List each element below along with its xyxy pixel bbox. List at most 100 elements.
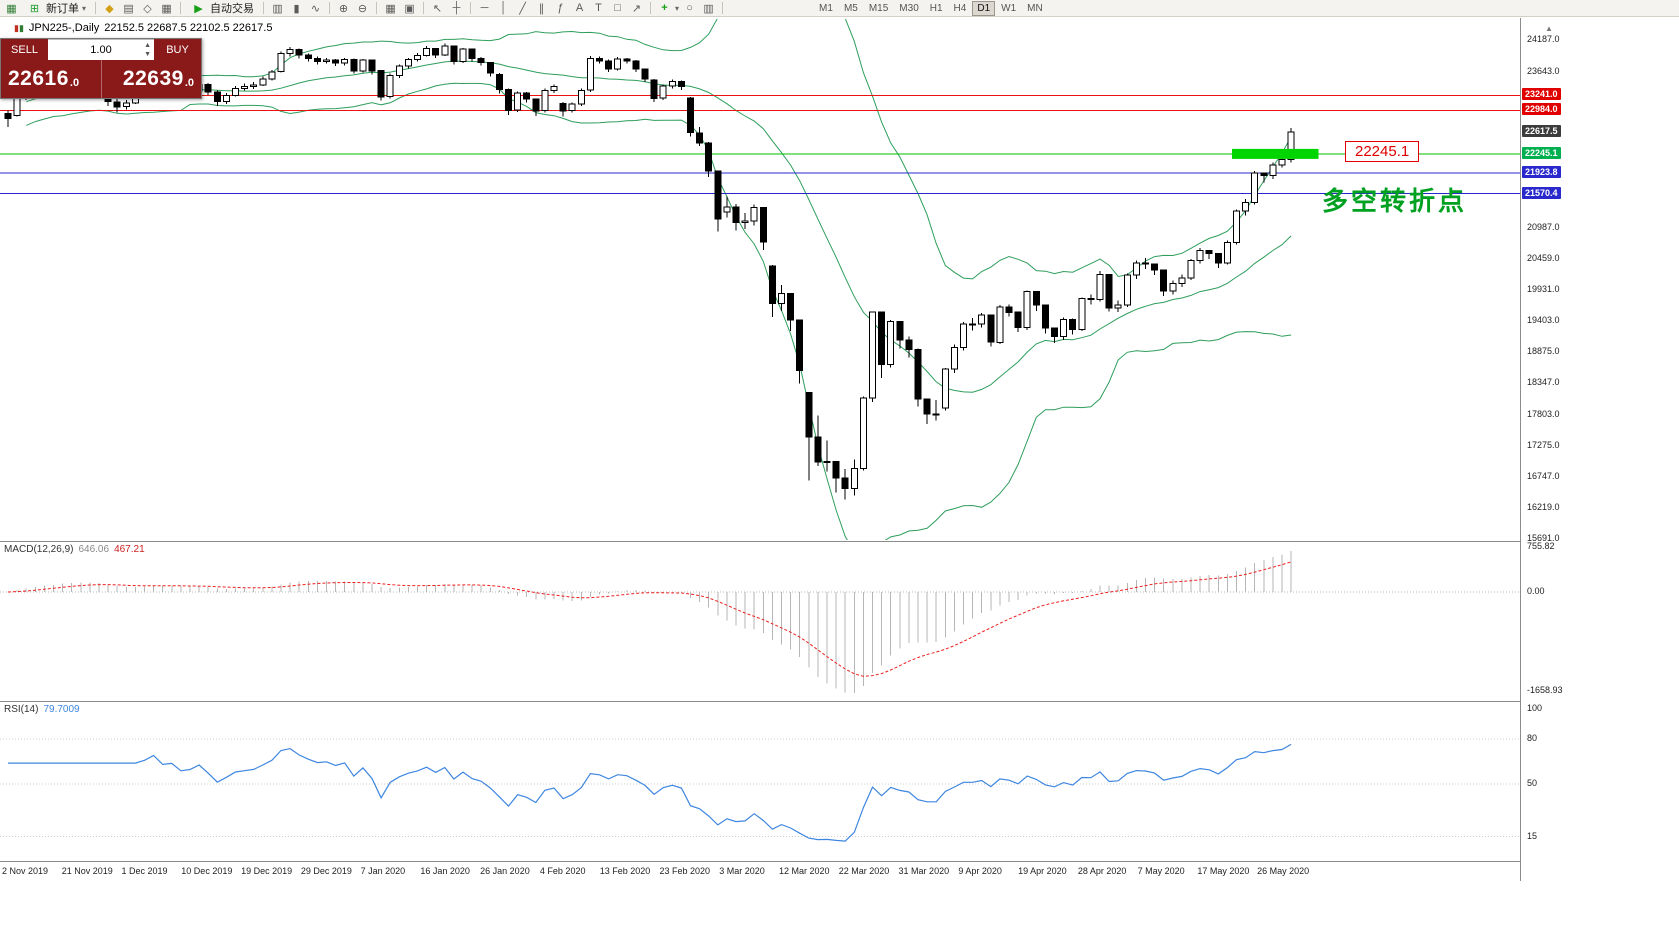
trade-panel-controls: SELL 1.00 ▲ ▼ BUY: [1, 39, 201, 60]
navigator-icon[interactable]: ◇: [143, 2, 152, 15]
main-chart-panel[interactable]: ▮▮ JPN225-,Daily 22152.5 22687.5 22102.5…: [0, 18, 1520, 541]
new-order-button[interactable]: ⊞ 新订单 ▾: [22, 1, 90, 16]
volume-down-icon[interactable]: ▼: [144, 51, 151, 58]
date-axis-label: 21 Nov 2019: [61, 866, 113, 876]
autotrade-label: 自动交易: [210, 3, 255, 15]
date-axis-label: 7 May 2020: [1137, 866, 1185, 876]
scroll-up-icon[interactable]: ▲: [1545, 24, 1553, 33]
date-axis-label: 31 Mar 2020: [898, 866, 950, 876]
price-line-tag: 22984.0: [1522, 103, 1561, 116]
macd-signal-line: [7, 561, 1292, 677]
rsi-name: RSI(14): [4, 704, 39, 715]
one-click-trading-panel: SELL 1.00 ▲ ▼ BUY 22616.0 22639.0: [0, 38, 202, 99]
periods-icon[interactable]: ○: [686, 2, 693, 14]
date-axis-label: 3 Mar 2020: [719, 866, 765, 876]
new-chart-icon[interactable]: ▦: [6, 2, 17, 15]
price-scale-label: 19403.0: [1527, 314, 1560, 325]
auto-arrange-icon[interactable]: ▣: [404, 2, 415, 15]
rsi-scale-label: 50: [1527, 778, 1538, 788]
date-axis-label: 9 Apr 2020: [958, 866, 1002, 876]
tile-windows-icon[interactable]: ▦: [385, 2, 396, 15]
bar-chart-type-icon[interactable]: ▥: [272, 2, 283, 15]
rsi-line: [8, 743, 1292, 842]
date-axis-label: 2 Nov 2019: [2, 866, 49, 876]
price-line-tag: 22245.1: [1522, 146, 1561, 159]
price-line-tag: 21570.4: [1522, 186, 1561, 199]
rsi-scale-label: 15: [1527, 830, 1538, 841]
timeframe-button-w1[interactable]: W1: [1001, 2, 1017, 14]
autotrade-button[interactable]: ▶ 自动交易: [186, 1, 258, 16]
timeframe-button-mn[interactable]: MN: [1027, 2, 1043, 14]
line-chart-type-icon[interactable]: ∿: [310, 2, 321, 15]
new-order-label: 新订单: [46, 3, 79, 15]
macd-canvas[interactable]: [0, 543, 1520, 701]
rsi-scale-label: 100: [1527, 703, 1543, 713]
macd-name: MACD(12,26,9): [4, 544, 74, 555]
time-axis[interactable]: 2 Nov 2019 21 Nov 2019 1 Dec 2019 10 Dec 20…: [0, 861, 1520, 881]
toolbar-separator: [423, 2, 425, 14]
chart-title-symbol: JPN225-,Daily: [28, 22, 100, 34]
rsi-panel[interactable]: RSI(14) 79.7009: [0, 701, 1520, 861]
terminal-icon[interactable]: ▦: [161, 2, 172, 15]
timeframe-button-h1[interactable]: H1: [929, 2, 943, 14]
timeframe-button-h4[interactable]: H4: [953, 2, 967, 14]
channel-tool-icon[interactable]: ∥: [538, 2, 545, 15]
market-watch-icon[interactable]: ◆: [105, 2, 114, 15]
toolbar-separator: [180, 2, 182, 14]
highlight-rectangle: [1232, 148, 1319, 159]
trendline-tool-icon[interactable]: ╱: [519, 2, 526, 15]
autotrade-play-icon: ▶: [194, 2, 203, 15]
candle-chart-type-icon[interactable]: ▮: [293, 2, 300, 15]
text-tool-icon[interactable]: A: [575, 2, 584, 14]
timeframe-group: M1 M5 M15 M30 H1 H4 D1 W1 MN: [814, 0, 1048, 16]
date-axis-label: 4 Feb 2020: [539, 866, 586, 876]
price-scale-label: 20987.0: [1527, 221, 1560, 232]
timeframe-button-m5[interactable]: M5: [843, 2, 858, 14]
date-axis-label: 7 Jan 2020: [360, 866, 406, 876]
trade-panel-prices: 22616.0 22639.0: [1, 60, 201, 98]
date-axis-label: 29 Dec 2019: [300, 866, 352, 876]
volume-up-icon[interactable]: ▲: [144, 42, 151, 49]
toolbar-separator: [650, 2, 652, 14]
toolbar-separator: [470, 2, 472, 14]
templates-icon[interactable]: ▥: [703, 2, 714, 15]
horizontal-line-tool-icon[interactable]: ─: [480, 2, 489, 14]
volume-value[interactable]: 1.00: [90, 44, 112, 56]
label-tool-icon[interactable]: T: [595, 2, 602, 14]
buy-button[interactable]: BUY: [154, 39, 201, 60]
sell-button[interactable]: SELL: [1, 39, 48, 60]
macd-signal-value: 467.21: [114, 544, 145, 555]
rsi-label: RSI(14) 79.7009: [4, 704, 80, 715]
main-chart-canvas[interactable]: [0, 19, 1520, 540]
price-scale-label: 18875.0: [1527, 345, 1560, 356]
zoom-out-icon[interactable]: ⊖: [357, 2, 368, 15]
price-annotation-label: 22245.1: [1345, 141, 1420, 162]
timeframe-button-m15[interactable]: M15: [868, 2, 889, 14]
crosshair-icon[interactable]: ┼: [452, 2, 461, 14]
buy-price-display[interactable]: 22639.0: [100, 60, 202, 98]
macd-panel[interactable]: MACD(12,26,9) 646.06 467.21: [0, 541, 1520, 701]
zoom-in-icon[interactable]: ⊕: [338, 2, 349, 15]
vertical-line-tool-icon[interactable]: │: [500, 2, 507, 14]
arrow-tool-icon[interactable]: ↗: [631, 2, 642, 15]
cursor-icon[interactable]: ↖: [432, 2, 443, 15]
date-axis-label: 26 Jan 2020: [480, 866, 530, 876]
timeframe-button-m30[interactable]: M30: [899, 2, 919, 14]
price-scale-label: 15691.0: [1527, 532, 1560, 543]
date-axis-label: 10 Dec 2019: [181, 866, 233, 876]
toolbar-separator: [263, 2, 265, 14]
shapes-tool-icon[interactable]: □: [614, 2, 621, 14]
rsi-scale-label: 80: [1527, 733, 1538, 743]
timeframe-button-m1[interactable]: M1: [819, 2, 833, 14]
fibonacci-tool-icon[interactable]: ƒ: [557, 2, 564, 14]
timeframe-button-d1[interactable]: D1: [972, 0, 996, 16]
volume-field[interactable]: 1.00 ▲ ▼: [48, 39, 154, 60]
rsi-canvas[interactable]: [0, 703, 1520, 861]
caret-down-icon: ▾: [82, 3, 87, 13]
sell-price-display[interactable]: 22616.0: [8, 67, 80, 90]
data-window-icon[interactable]: ▤: [123, 2, 134, 15]
indicators-icon[interactable]: +: [661, 2, 668, 14]
date-axis-label: 23 Feb 2020: [659, 866, 711, 876]
price-scale[interactable]: ▲ 24187.0 23643.0 20987.0 20459.0 19931.0 194…: [1521, 0, 1679, 941]
new-order-icon: ⊞: [29, 2, 40, 15]
